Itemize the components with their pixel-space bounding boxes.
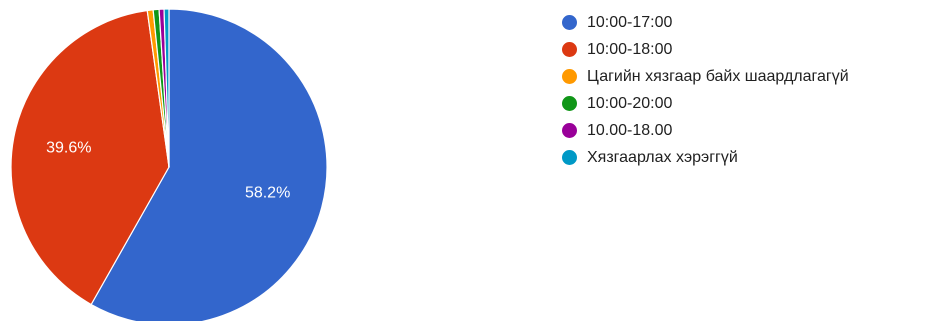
legend-label: Цагийн хязгаар байх шаардлагагүй [587,67,849,85]
legend-swatch-icon [562,96,577,111]
legend-item[interactable]: 10.00-18.00 [562,117,849,144]
legend-label: 10.00-18.00 [587,121,673,139]
legend-swatch-icon [562,150,577,165]
pie-slice-6[interactable] [163,8,170,168]
legend-swatch-icon [562,15,577,30]
legend-label: 10:00-17:00 [587,13,673,31]
pie-slice-2[interactable] [10,9,170,306]
legend-label: 10:00-20:00 [587,94,673,112]
legend-label: 10:00-18:00 [587,40,673,58]
legend-item[interactable]: 10:00-20:00 [562,90,849,117]
slice-percent-label: 58.2% [245,184,290,201]
legend: 10:00-17:00 10:00-18:00 Цагийн хязгаар бай… [562,9,849,171]
legend-label: Хязгаарлах хэрэггүй [587,148,738,166]
legend-item[interactable]: Хязгаарлах хэрэггүй [562,144,849,171]
legend-item[interactable]: 10:00-18:00 [562,36,849,63]
legend-item[interactable]: 10:00-17:00 [562,9,849,36]
legend-swatch-icon [562,123,577,138]
legend-swatch-icon [562,69,577,84]
pie-slice-1[interactable] [90,8,328,321]
legend-item[interactable]: Цагийн хязгаар байх шаардлагагүй [562,63,849,90]
slice-percent-label: 39.6% [46,139,91,156]
legend-swatch-icon [562,42,577,57]
